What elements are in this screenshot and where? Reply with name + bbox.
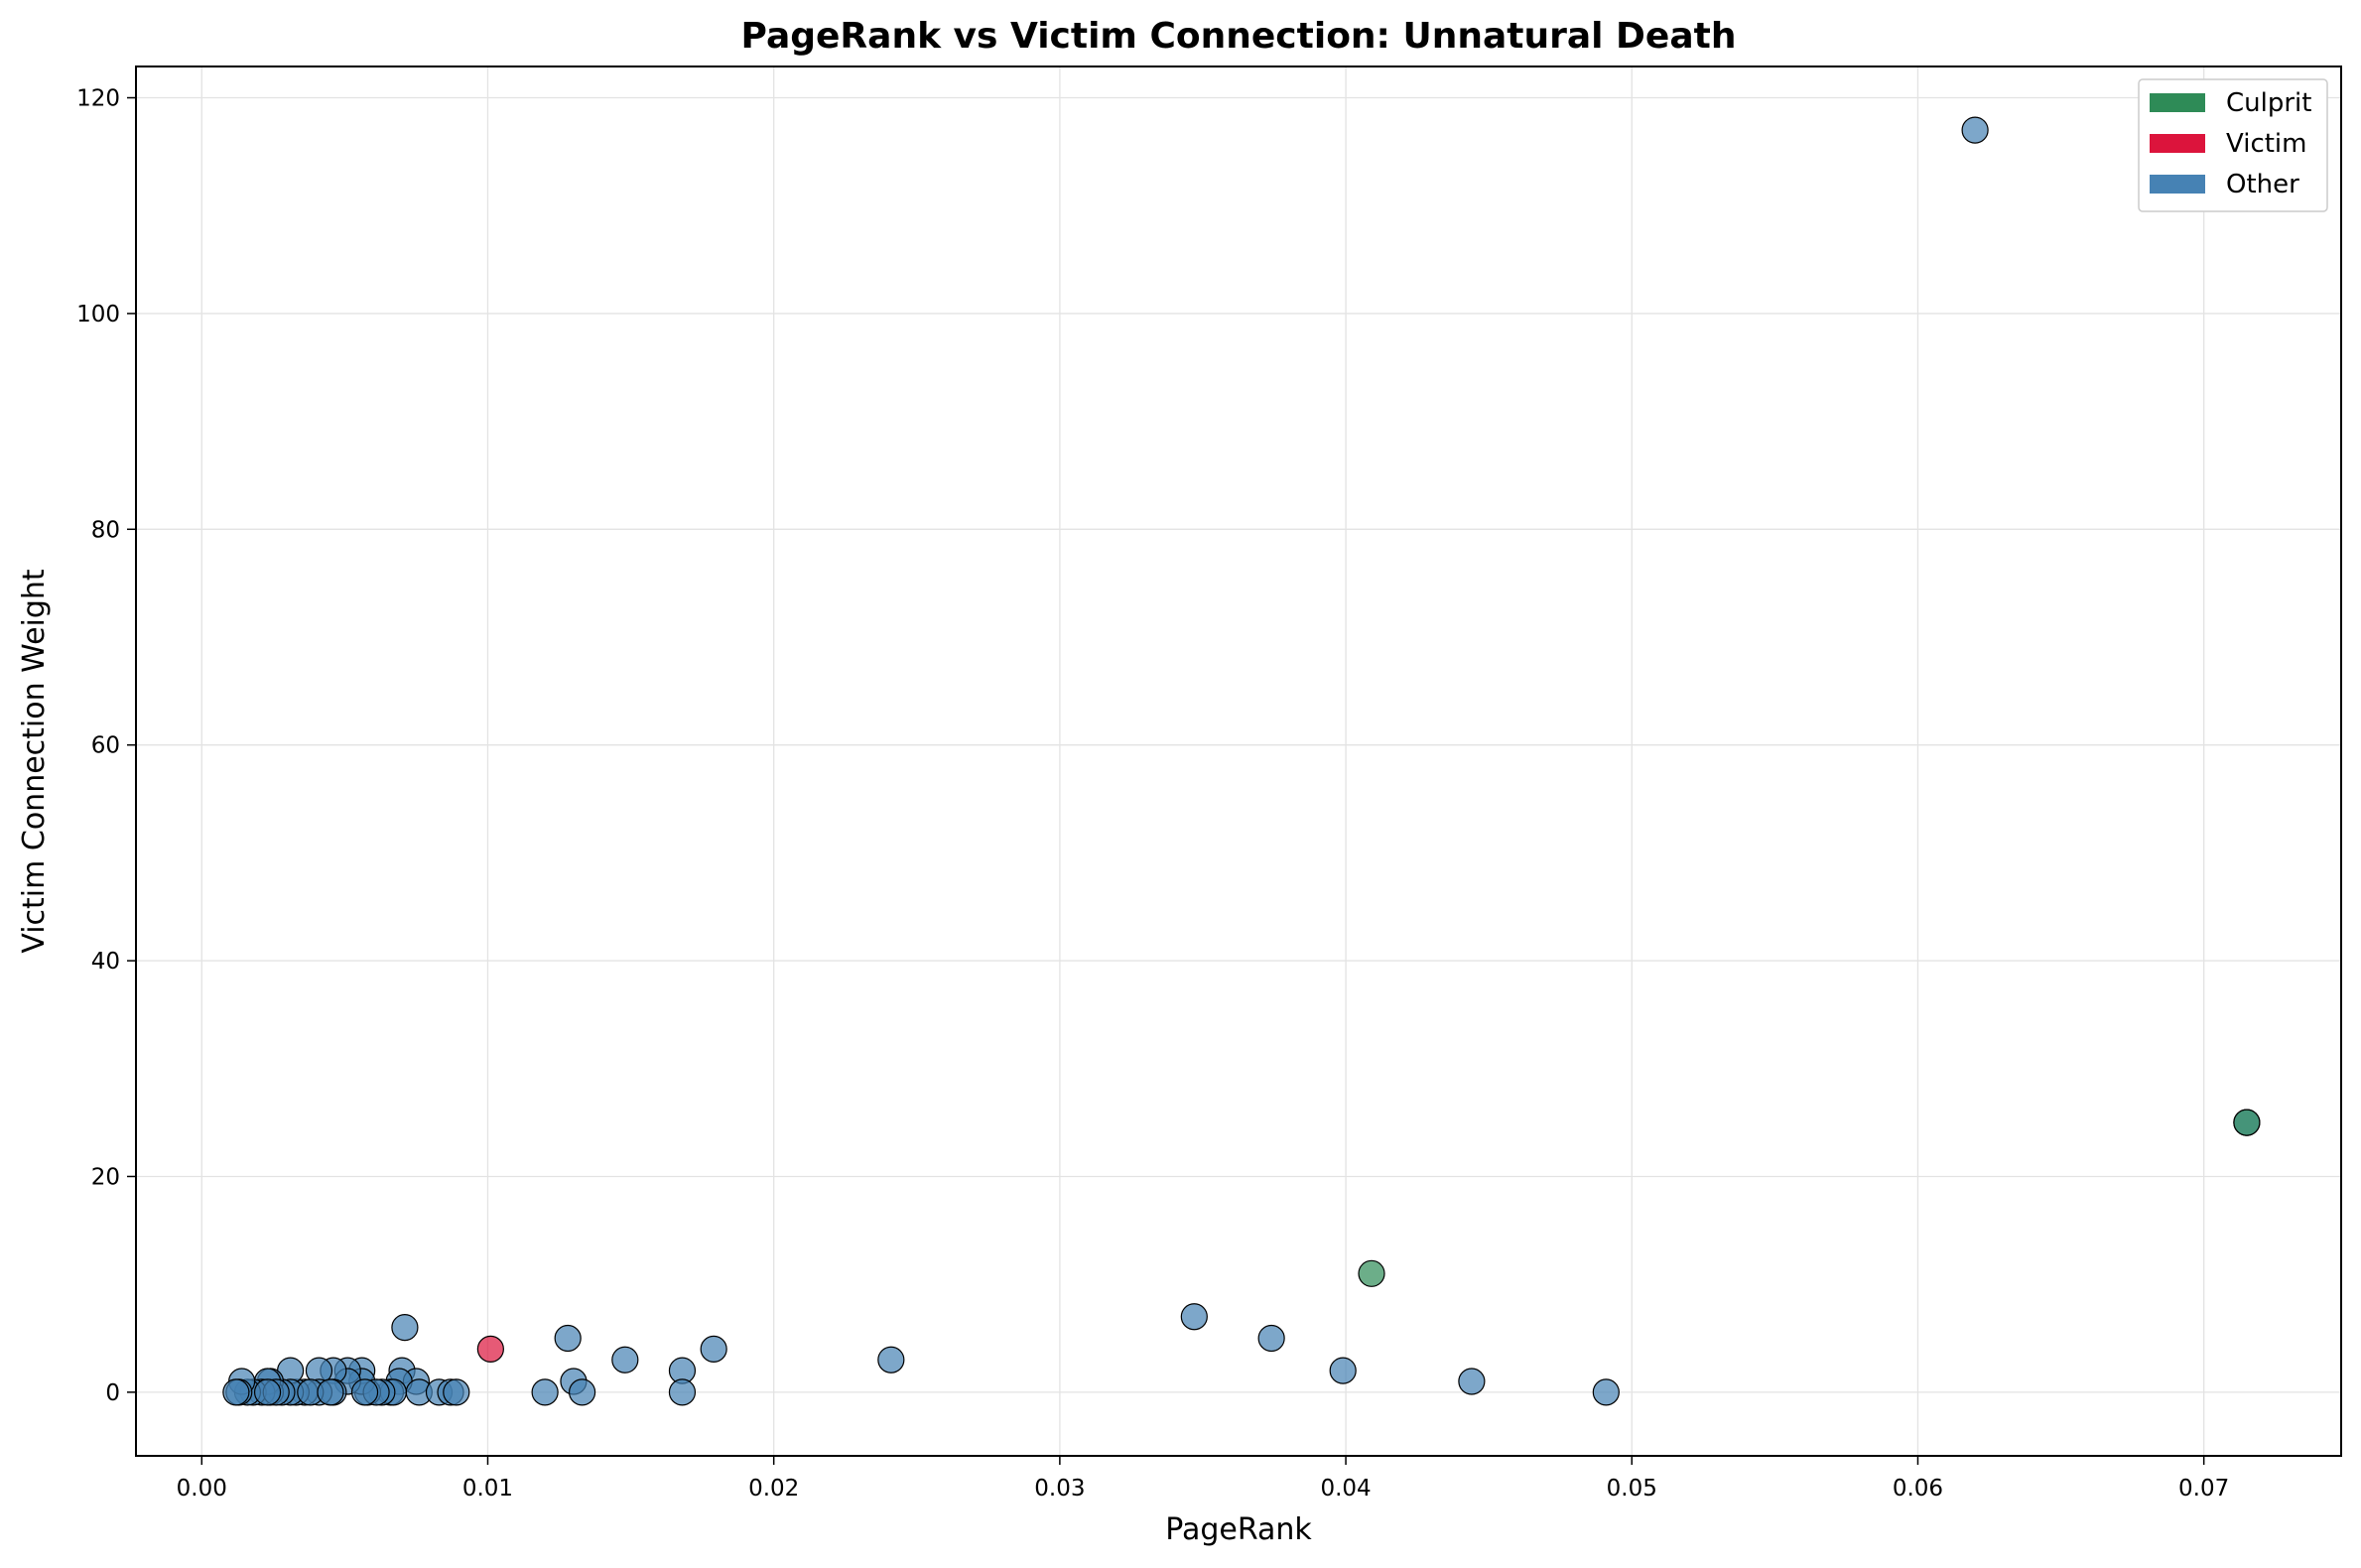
y-axis-title: Victim Connection Weight xyxy=(17,569,52,954)
y-tick-label: 0 xyxy=(105,1380,120,1406)
y-tick-label: 120 xyxy=(76,86,120,112)
x-tick-label: 0.06 xyxy=(1893,1476,1943,1502)
x-axis-title: PageRank xyxy=(1165,1512,1312,1547)
data-point-victim xyxy=(477,1336,503,1362)
y-tick-label: 40 xyxy=(91,949,120,975)
data-point-other xyxy=(352,1379,378,1405)
data-point-other xyxy=(1593,1379,1619,1405)
data-point-other xyxy=(669,1379,695,1405)
legend-swatch-culprit xyxy=(2150,93,2205,112)
y-tick-label: 60 xyxy=(91,733,120,759)
data-point-other xyxy=(1258,1326,1284,1352)
y-tick-label: 20 xyxy=(91,1164,120,1190)
y-tick-label: 100 xyxy=(76,302,120,327)
data-point-other xyxy=(878,1347,904,1372)
legend-swatch-other xyxy=(2150,175,2205,194)
x-tick-label: 0.00 xyxy=(177,1476,227,1502)
legend-label-victim: Victim xyxy=(2226,129,2306,159)
legend-swatch-victim xyxy=(2150,134,2205,153)
data-point-other xyxy=(570,1379,595,1405)
data-point-other xyxy=(392,1315,418,1341)
data-point-culprit xyxy=(1359,1260,1384,1286)
data-point-other xyxy=(255,1379,281,1405)
legend: Culprit Victim Other xyxy=(2139,79,2327,211)
data-point-other xyxy=(532,1379,558,1405)
data-point-other xyxy=(1330,1358,1356,1383)
data-point-other xyxy=(701,1336,726,1362)
chart-title: PageRank vs Victim Connection: Unnatural… xyxy=(741,16,1737,57)
x-tick-label: 0.05 xyxy=(1607,1476,1657,1502)
x-tick-label: 0.02 xyxy=(748,1476,799,1502)
data-point-other xyxy=(1962,117,1988,143)
x-tick-label: 0.01 xyxy=(462,1476,513,1502)
legend-label-culprit: Culprit xyxy=(2226,88,2311,118)
data-point-other xyxy=(612,1347,638,1372)
data-point-other xyxy=(223,1379,249,1405)
data-point-culprit xyxy=(2234,1110,2260,1135)
legend-label-other: Other xyxy=(2226,170,2299,199)
x-tick-label: 0.04 xyxy=(1320,1476,1371,1502)
data-point-other xyxy=(555,1326,581,1352)
x-tick-label: 0.03 xyxy=(1034,1476,1085,1502)
data-point-other xyxy=(444,1379,469,1405)
x-tick-label: 0.07 xyxy=(2178,1476,2229,1502)
y-tick-label: 80 xyxy=(91,517,120,543)
data-point-other xyxy=(1181,1304,1207,1330)
data-point-other xyxy=(318,1379,343,1405)
data-point-other xyxy=(1459,1369,1485,1394)
